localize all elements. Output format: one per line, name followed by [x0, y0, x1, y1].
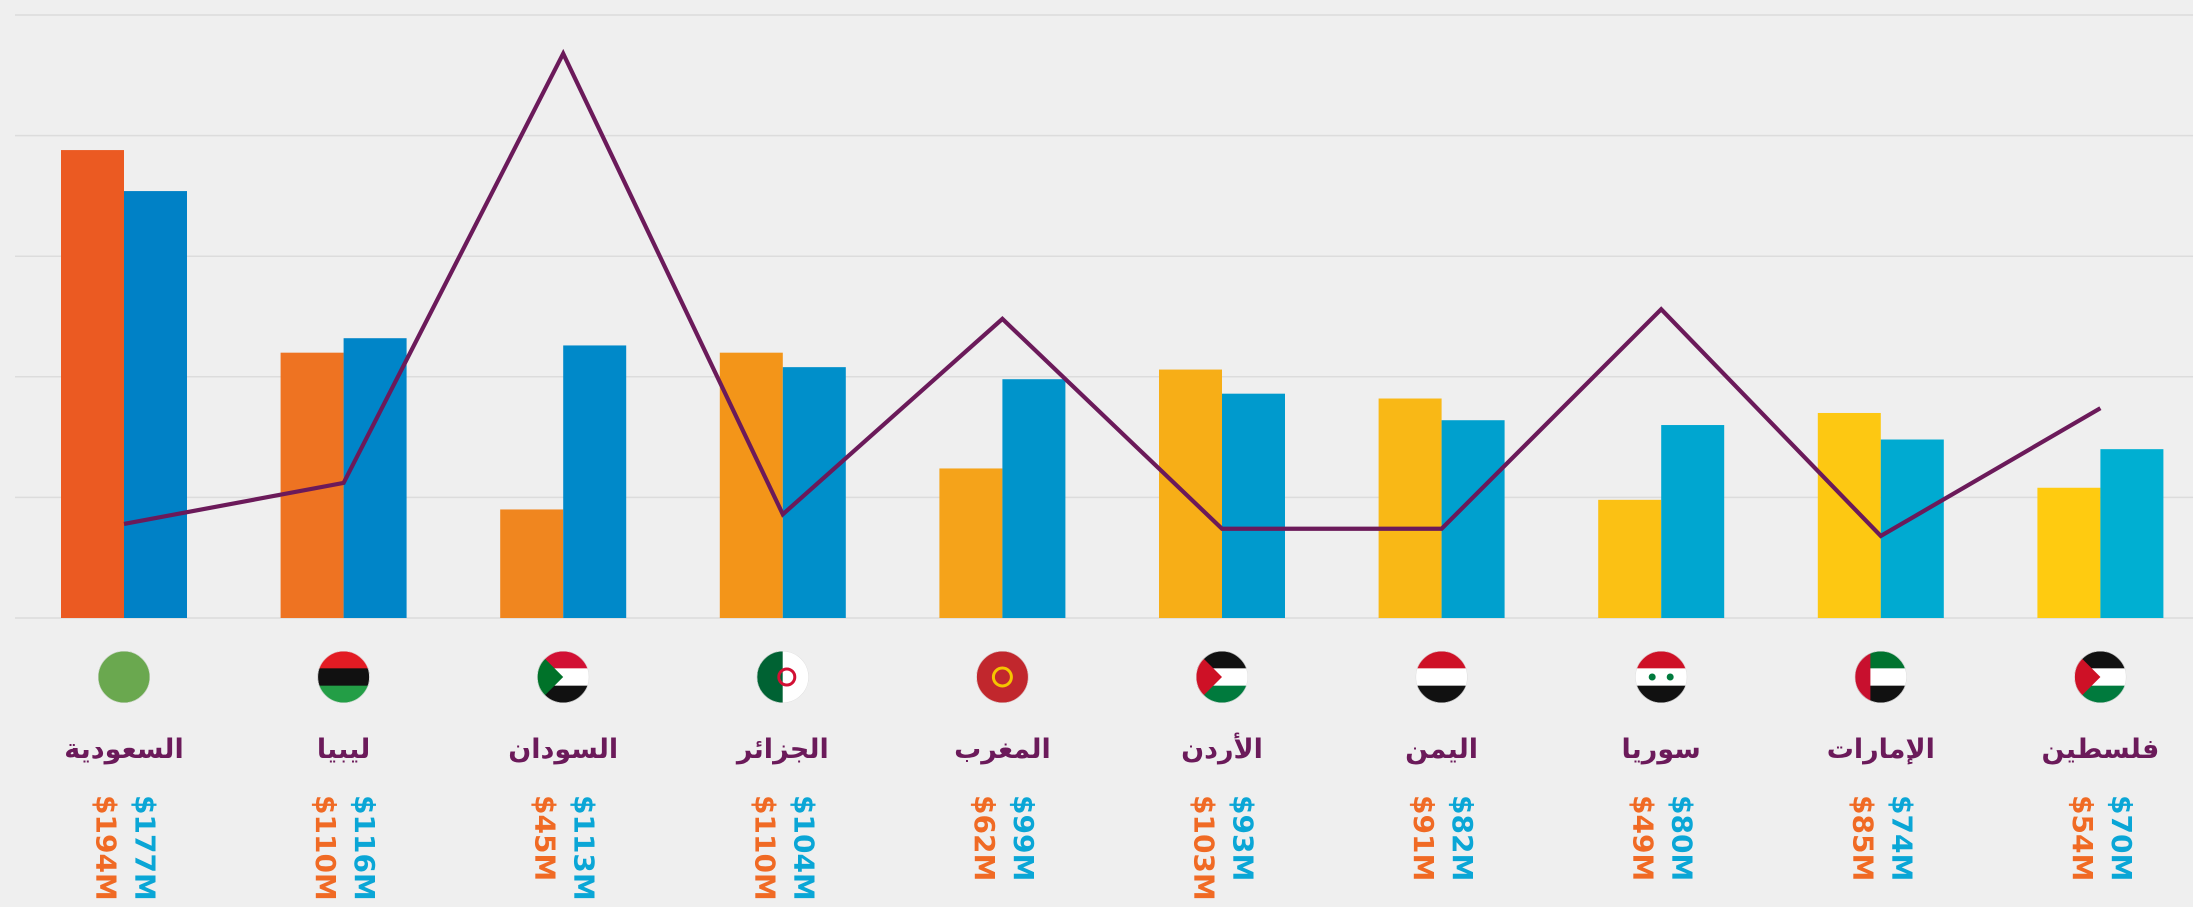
category-label: فلسطين: [2042, 734, 2160, 765]
bar: [2100, 449, 2164, 618]
bar: [939, 468, 1003, 618]
value-label: $91M: [1407, 795, 1440, 881]
flag: [1415, 651, 1468, 703]
bar: [563, 345, 627, 618]
bar: [124, 191, 187, 619]
bar: [1598, 499, 1662, 618]
value-label: $80M: [1666, 795, 1699, 881]
bar: [1002, 379, 1066, 618]
flag-part: [1635, 651, 1688, 670]
flag: [537, 651, 590, 703]
flag: [2074, 651, 2127, 703]
category-label: الإمارات: [1827, 734, 1935, 765]
value-label: $82M: [1446, 795, 1479, 881]
flag-part: [1415, 651, 1468, 670]
flag-part: [777, 667, 797, 687]
flag: [1854, 651, 1907, 703]
flag-part: [1666, 673, 1674, 681]
bar: [2037, 487, 2101, 618]
flag-part: [1415, 685, 1468, 703]
category-label: السعودية: [64, 734, 183, 765]
category-label: الأردن: [1181, 732, 1263, 765]
flag: [756, 651, 809, 703]
flag-part: [317, 651, 370, 670]
bar: [1661, 425, 1725, 618]
value-label: $74M: [1885, 795, 1918, 881]
value-label: $177M: [129, 795, 162, 901]
flag-part: [976, 651, 1029, 703]
value-label: $62M: [968, 795, 1001, 881]
flag: [1196, 651, 1248, 703]
value-label: $70M: [2105, 795, 2138, 881]
value-label: $49M: [1627, 795, 1660, 881]
value-label: $99M: [1007, 795, 1040, 881]
value-label: $93M: [1227, 795, 1260, 881]
flag-part: [2074, 651, 2101, 703]
category-label: المغرب: [954, 734, 1051, 765]
line: [123, 48, 2102, 539]
flag-part: [98, 651, 150, 703]
value-label: $110M: [748, 795, 781, 901]
flag-part: [1635, 685, 1688, 703]
flag: [98, 651, 150, 703]
flag-part: [1196, 651, 1222, 703]
category-label: السودان: [508, 734, 618, 765]
flag-part: [317, 685, 370, 703]
bar: [61, 150, 124, 618]
flag-part: [537, 651, 564, 703]
flag-part: [1648, 673, 1656, 681]
flag: [976, 651, 1029, 703]
flag-part: [1635, 668, 1688, 687]
bar: [1817, 412, 1881, 618]
bar: [719, 352, 783, 618]
flag: [1635, 651, 1688, 703]
value-label: $113M: [568, 795, 601, 901]
category-label: سوريا: [1622, 734, 1701, 765]
value-label: $110M: [309, 795, 342, 901]
flag-part: [317, 668, 370, 687]
value-label: $85M: [1846, 795, 1879, 881]
bar: [1378, 398, 1442, 618]
value-label: $54M: [2066, 795, 2099, 881]
category-label: ليبيا: [317, 734, 370, 765]
value-label: $45M: [529, 795, 562, 881]
bar: [500, 509, 564, 618]
flag-part: [1415, 668, 1468, 687]
flag: [317, 651, 370, 703]
bar: [1159, 369, 1222, 618]
value-label: $104M: [787, 795, 820, 901]
category-label: اليمن: [1405, 734, 1478, 765]
value-label: $103M: [1188, 795, 1221, 901]
value-label: $194M: [90, 795, 123, 901]
bar: [1222, 393, 1285, 618]
category-label: الجزائر: [735, 734, 829, 765]
bar: [782, 367, 846, 618]
value-label: $116M: [348, 795, 381, 901]
flag-part: [991, 666, 1013, 688]
